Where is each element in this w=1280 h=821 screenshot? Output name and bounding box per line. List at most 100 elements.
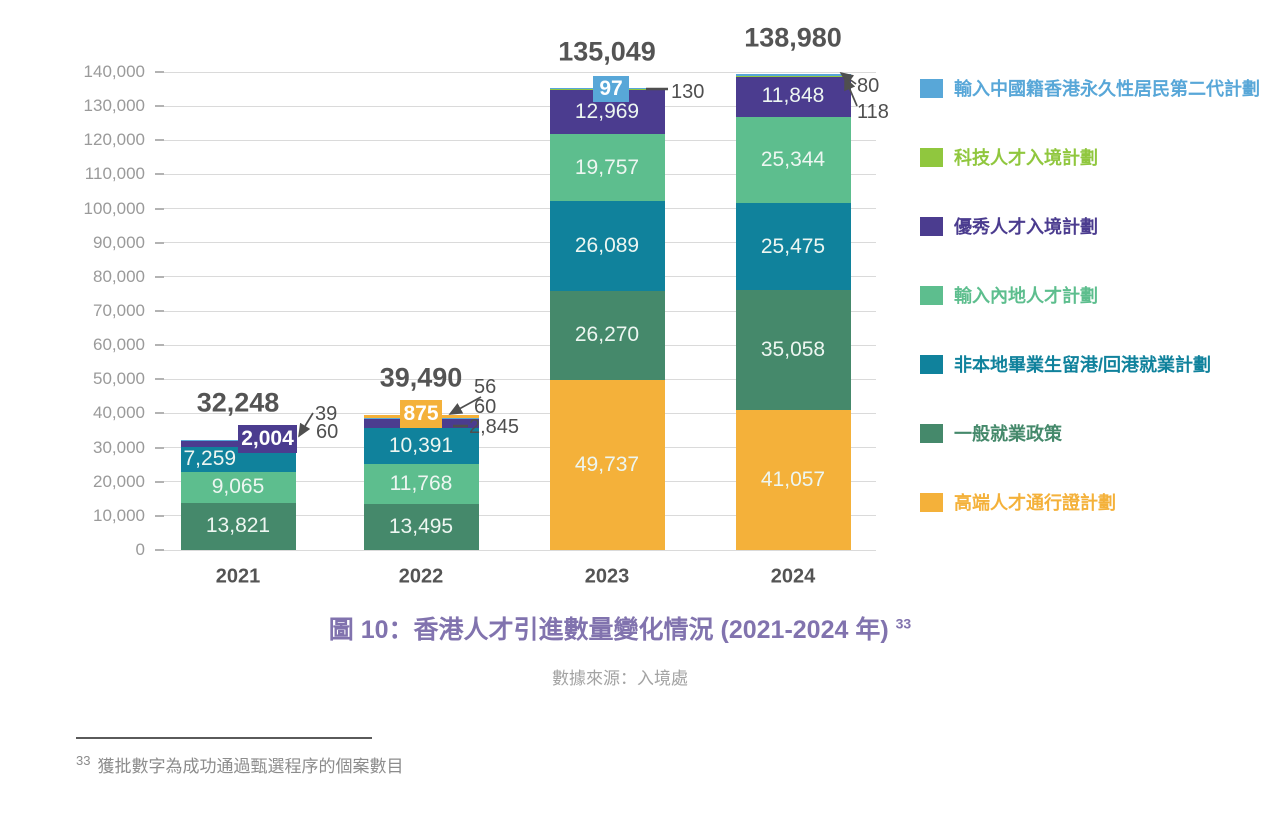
bar-segment-lightgreen	[363, 463, 479, 504]
annotation-value: 2,845	[469, 416, 520, 438]
y-axis-tick	[155, 71, 164, 73]
y-axis-tick	[155, 173, 164, 176]
bar-segment-lightgreen	[735, 116, 851, 204]
y-axis-label: 20,000	[93, 471, 145, 491]
y-axis-tick	[155, 241, 164, 244]
annotation-value: 118	[857, 101, 889, 123]
bar-segment-teal	[735, 203, 851, 291]
gridline	[157, 481, 876, 483]
bar-value-label: 9,065	[211, 475, 265, 499]
bar-value-label: 13,821	[205, 514, 271, 538]
bar-value-label: 35,058	[760, 337, 826, 361]
footnote-reference: 33	[895, 615, 912, 632]
gridline	[157, 139, 876, 141]
gridline	[157, 378, 876, 380]
y-axis-tick	[155, 446, 164, 449]
y-axis-tick	[155, 412, 164, 415]
legend-item: 輸入內地人才計劃	[920, 286, 1260, 306]
bar-total-label: 39,490	[379, 362, 463, 393]
footnote-marker: 33	[76, 753, 91, 769]
y-axis-label: 40,000	[93, 403, 145, 423]
y-axis-label: 80,000	[93, 266, 145, 286]
annotation-value: 56	[474, 376, 497, 398]
chart-plot-area: 13,821 9,065 7,259 32,248 2021 13,495 11,768 10…	[155, 23, 876, 588]
legend-item: 一般就業政策	[920, 424, 1260, 444]
legend-label: 輸入內地人才計劃	[954, 286, 1098, 306]
gridline	[157, 515, 876, 517]
y-axis-label: 120,000	[83, 130, 145, 150]
gridline	[157, 173, 876, 175]
callout-value-box: 97	[593, 76, 629, 102]
bar-value-label: 41,057	[760, 467, 826, 491]
bar-segment-orange	[549, 380, 665, 550]
figure-caption: 圖 10：香港人才引進數量變化情況 (2021-2024 年) 33	[0, 610, 1240, 646]
y-axis-label: 140,000	[83, 62, 145, 81]
legend-label: 高端人才通行證計劃	[954, 493, 1116, 513]
bar-segment-purple	[735, 76, 851, 117]
bar-segment-lightgreen	[180, 471, 296, 503]
legend-item: 高端人才通行證計劃	[920, 493, 1260, 513]
bar-segment-darkgreen	[549, 290, 665, 381]
annotation-value: 60	[474, 396, 497, 418]
bar-total-label: 135,049	[558, 36, 656, 67]
gridline	[157, 549, 876, 551]
y-axis-label: 0	[135, 540, 145, 559]
legend-label: 非本地畢業生留港/回港就業計劃	[954, 355, 1211, 375]
bar-segment-darkgreen	[180, 502, 296, 550]
bar-value-label: 25,475	[760, 234, 826, 258]
gridline	[157, 242, 876, 244]
y-axis-label: 100,000	[83, 198, 145, 218]
y-axis-tick	[155, 105, 164, 108]
figure-title: 圖 10：香港人才引進數量變化情況 (2021-2024 年) 33	[328, 615, 912, 644]
x-axis-label: 2024	[770, 565, 816, 588]
bar-total-label: 32,248	[196, 387, 280, 418]
y-axis-tick	[155, 310, 164, 312]
gridline	[157, 105, 876, 107]
bar-value-label: 26,089	[574, 233, 640, 257]
y-axis-tick	[155, 139, 164, 142]
data-source-label: 數據來源：入境處	[552, 669, 688, 688]
bar-value-label: 26,270	[574, 323, 640, 347]
bar-value-label: 11,848	[761, 84, 825, 108]
y-axis: 0 10,000 20,000 30,000 40,000 50,000 60,000 70,…	[0, 62, 148, 559]
gridline	[157, 344, 876, 346]
bar-segment-darkgreen	[363, 503, 479, 550]
chart-legend: 輸入中國籍香港永久性居民第二代計劃科技人才入境計劃優秀人才入境計劃輸入內地人才計…	[920, 79, 1260, 562]
y-axis-tick	[155, 207, 164, 210]
callout-value-box: 2,004	[238, 425, 297, 453]
bar-value-label: 13,495	[388, 514, 454, 538]
bar-value-label: 11,768	[389, 471, 453, 495]
x-axis-label: 2022	[398, 565, 444, 588]
gridline	[157, 447, 876, 449]
annotation-value: 80	[857, 75, 880, 97]
y-axis-tick	[155, 275, 164, 278]
gridline	[157, 310, 876, 312]
legend-item: 輸入中國籍香港永久性居民第二代計劃	[920, 79, 1260, 99]
y-axis-label: 90,000	[93, 232, 145, 252]
footnote-divider	[76, 737, 372, 739]
bar-segment-teal	[549, 201, 665, 291]
y-axis-label: 30,000	[93, 437, 145, 457]
y-axis-tick	[155, 480, 164, 483]
legend-swatch-lightblue	[920, 79, 943, 98]
bar-segment-lightblue	[735, 74, 851, 76]
y-axis-label: 130,000	[83, 96, 145, 116]
y-axis-tick	[155, 549, 164, 551]
annotation-value: 39	[315, 403, 338, 425]
legend-swatch-lightgreen	[920, 286, 943, 305]
callout-value-box: 875	[400, 400, 442, 428]
y-axis-label: 60,000	[93, 335, 145, 355]
y-axis-label: 50,000	[93, 369, 145, 389]
legend-swatch-purple	[920, 217, 943, 236]
legend-item: 優秀人才入境計劃	[920, 217, 1260, 237]
annotation-value: 130	[671, 81, 705, 103]
x-axis-label: 2023	[584, 565, 630, 588]
legend-label: 科技人才入境計劃	[954, 148, 1098, 168]
legend-item: 非本地畢業生留港/回港就業計劃	[920, 355, 1260, 375]
y-axis-tick	[155, 344, 164, 347]
bar-segment-lightgreen	[549, 133, 665, 202]
bar-segment-teal	[363, 428, 479, 464]
bar-total-label: 138,980	[744, 22, 842, 53]
bar-segment-darkgreen	[735, 290, 851, 410]
